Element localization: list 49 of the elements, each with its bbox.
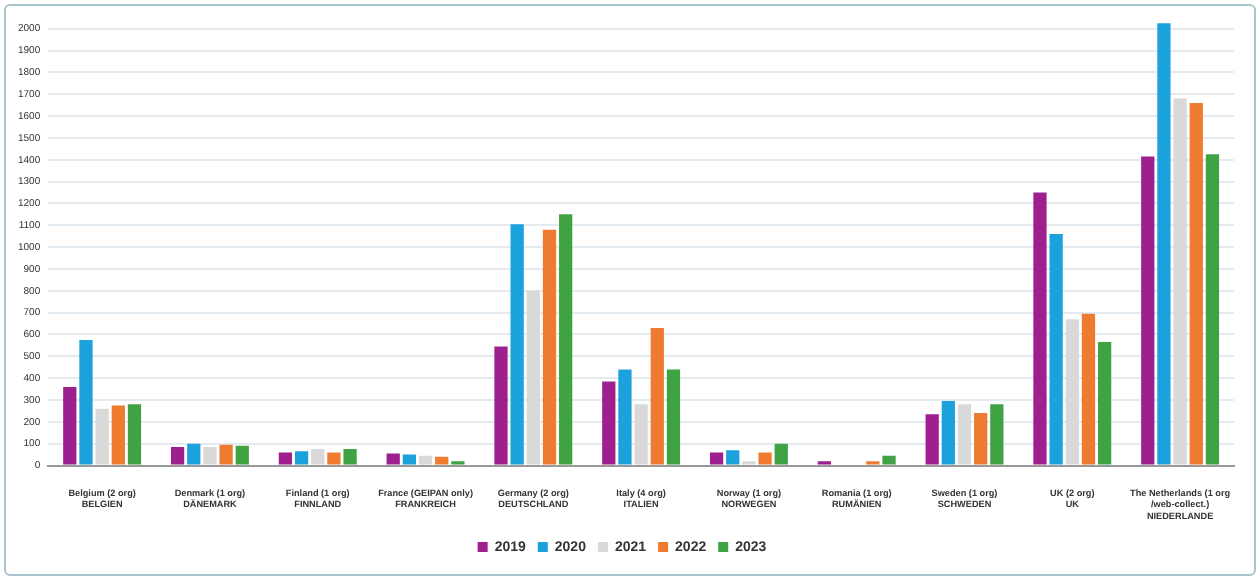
bar <box>1081 313 1096 465</box>
bar <box>402 454 416 465</box>
bar <box>650 327 664 465</box>
bar <box>559 214 573 465</box>
bar <box>1033 192 1047 465</box>
bar <box>542 229 557 465</box>
bar <box>526 290 540 465</box>
bar <box>235 445 249 465</box>
bar <box>1098 342 1112 465</box>
bar <box>882 455 896 465</box>
bar <box>386 453 400 465</box>
bar <box>1141 156 1155 465</box>
bar <box>618 369 632 465</box>
bar <box>1173 98 1187 465</box>
bar <box>187 443 201 465</box>
bar <box>327 452 341 465</box>
bar <box>111 405 125 465</box>
bar <box>219 444 233 465</box>
bar <box>127 404 142 465</box>
bar <box>294 451 309 465</box>
bar <box>95 408 109 465</box>
bar <box>974 413 988 465</box>
bar <box>941 401 955 465</box>
bar <box>63 386 77 465</box>
bar <box>726 450 740 465</box>
bar <box>1157 23 1171 465</box>
bar <box>343 449 357 465</box>
bar <box>435 456 449 465</box>
bar <box>203 446 217 465</box>
bar <box>418 455 433 465</box>
bar <box>758 452 772 465</box>
bar <box>709 452 724 465</box>
bar <box>494 346 508 465</box>
bar <box>634 404 648 465</box>
bar <box>170 446 185 465</box>
bar <box>925 414 939 465</box>
bar <box>1205 154 1220 465</box>
bar <box>957 404 972 465</box>
bar <box>1049 234 1063 465</box>
bar <box>1189 102 1203 465</box>
bar <box>311 449 325 465</box>
bar <box>1065 319 1079 465</box>
bar <box>602 381 616 465</box>
bar <box>510 224 524 465</box>
bar <box>666 369 681 465</box>
bar <box>990 404 1004 465</box>
bar <box>79 339 93 465</box>
bar <box>774 443 788 465</box>
bar <box>278 452 293 465</box>
